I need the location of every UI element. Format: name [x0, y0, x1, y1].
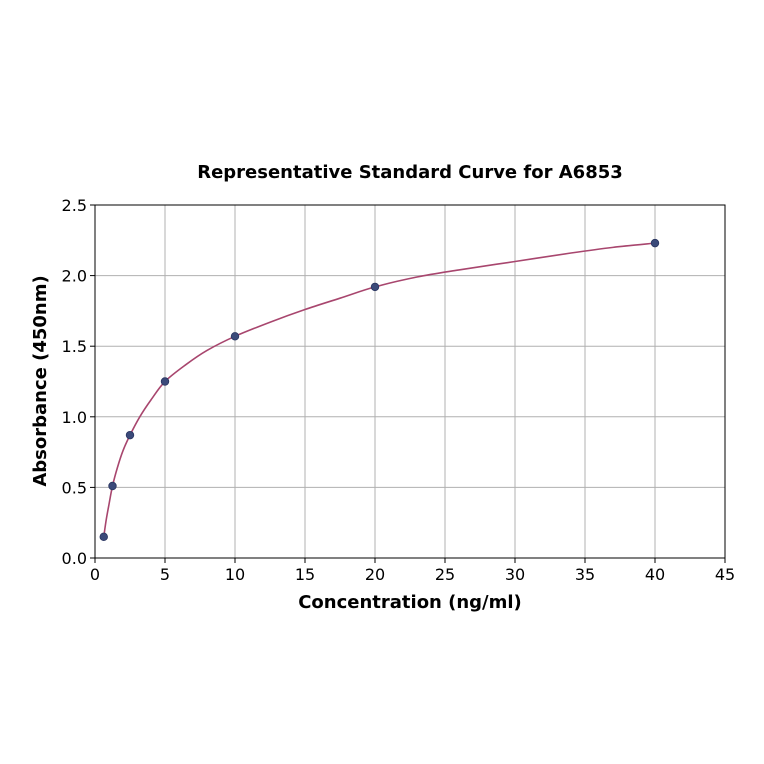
- data-point: [108, 481, 117, 491]
- x-tick-label: 45: [715, 565, 735, 584]
- y-tick-label: 2.0: [62, 267, 87, 286]
- data-point: [230, 332, 240, 341]
- y-tick-label: 1.0: [62, 408, 87, 427]
- x-tick-label: 40: [645, 565, 665, 584]
- data-point: [650, 238, 660, 248]
- data-point: [370, 282, 380, 292]
- x-tick-label: 15: [295, 565, 315, 584]
- data-point: [160, 377, 170, 386]
- x-tick-label: 0: [90, 565, 100, 584]
- ticks-layer: 0 5 10 15 20 25 30 35 40 45 0.0 0.5 1.0 1.5 2.0 2.5: [62, 196, 736, 584]
- x-axis-label: Concentration (ng/ml): [298, 592, 522, 613]
- data-points-layer: [99, 238, 660, 542]
- grid-layer: [94, 204, 726, 559]
- x-tick-label: 10: [225, 565, 245, 584]
- x-tick-label: 30: [505, 565, 525, 584]
- chart-title: Representative Standard Curve for A6853: [197, 162, 623, 183]
- y-tick-label: 0.0: [62, 549, 87, 568]
- x-tick-label: 25: [435, 565, 455, 584]
- y-tick-label: 1.5: [62, 337, 87, 356]
- y-axis-label: Absorbance (450nm): [30, 275, 51, 486]
- fit-curve-layer: [102, 242, 656, 537]
- data-point: [125, 430, 135, 440]
- y-tick-label: 2.5: [62, 196, 87, 215]
- plot-frame: [94, 204, 726, 559]
- x-tick-label: 20: [365, 565, 385, 584]
- fit-curve-line: [102, 242, 656, 537]
- data-point: [99, 532, 108, 542]
- x-tick-label: 5: [160, 565, 170, 584]
- y-tick-label: 0.5: [62, 478, 87, 497]
- x-tick-label: 35: [575, 565, 595, 584]
